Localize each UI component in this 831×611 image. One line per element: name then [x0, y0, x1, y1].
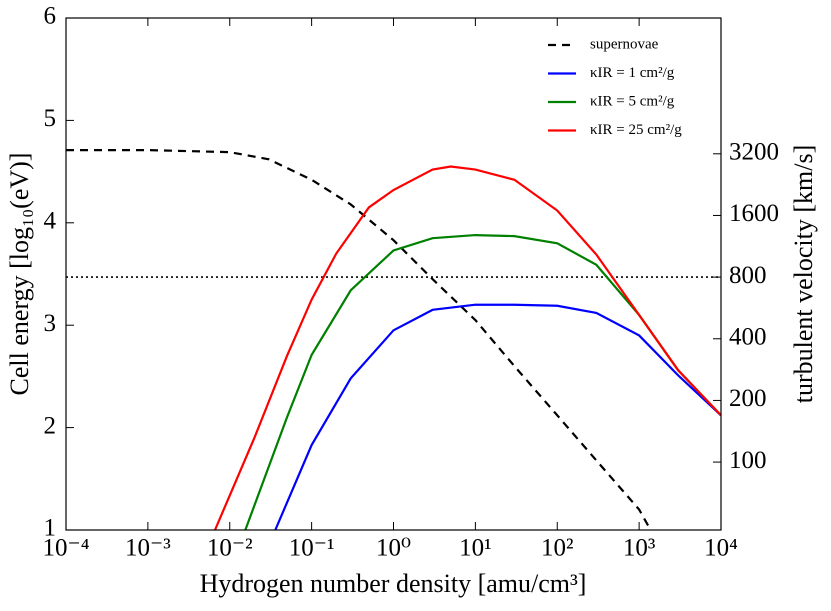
x-tick-label: 10⁰	[376, 535, 411, 562]
plot-frame	[65, 17, 722, 531]
x-tick-label: 10⁴	[704, 535, 738, 562]
legend-label: κIR = 25 cm²/g	[590, 122, 682, 138]
x-tick-label: 10¹	[459, 535, 492, 562]
y2-axis-label: turbulent velocity [km/s]	[789, 145, 818, 404]
y-axis-label: Cell energy [log₁₀(eV)]	[5, 153, 34, 396]
y-tick-label: 3	[44, 310, 57, 337]
y-tick-label: 1	[44, 515, 57, 542]
x-tick-label: 10⁻³	[125, 535, 171, 562]
y-tick-label: 5	[44, 105, 57, 132]
x-tick-label: 10⁻¹	[289, 535, 335, 562]
legend-label: κIR = 1 cm²/g	[590, 65, 675, 81]
y-tick-label: 4	[44, 208, 57, 235]
y2-tick-label: 800	[729, 262, 767, 289]
x-tick-label: 10³	[623, 535, 656, 562]
series-line	[213, 165, 721, 530]
x-tick-label: 10²	[541, 535, 574, 562]
legend-label: supernovae	[590, 36, 659, 52]
series-line	[274, 303, 721, 530]
y2-tick-label: 3200	[729, 139, 779, 166]
y2-tick-label: 200	[729, 385, 767, 412]
x-tick-label: 10⁻⁴	[43, 535, 90, 562]
y2-tick-label: 100	[729, 447, 767, 474]
x-tick-label: 10⁻²	[207, 535, 253, 562]
y-tick-label: 2	[44, 412, 57, 439]
series-line	[244, 233, 721, 530]
x-axis-label: Hydrogen number density [amu/cm³]	[200, 569, 587, 598]
legend-label: κIR = 5 cm²/g	[590, 93, 675, 109]
y2-tick-label: 400	[729, 324, 767, 351]
y-tick-label: 6	[44, 3, 57, 30]
y2-tick-label: 1600	[729, 200, 779, 227]
series-line	[66, 149, 652, 530]
